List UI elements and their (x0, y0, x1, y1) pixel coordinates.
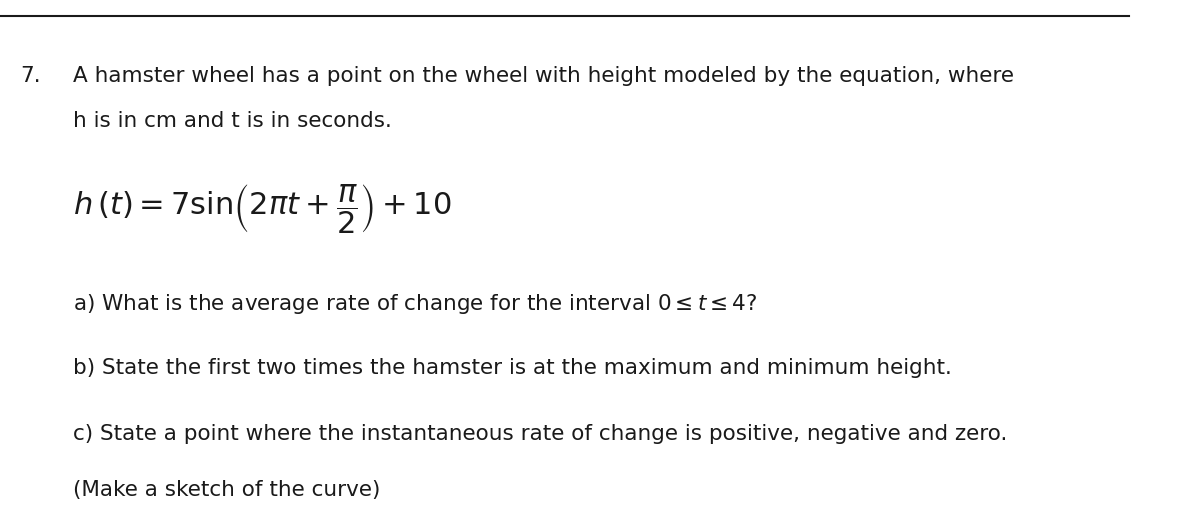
Text: $h\,(t) = 7\sin\!\left(2\pi t + \dfrac{\pi}{2}\right) + 10$: $h\,(t) = 7\sin\!\left(2\pi t + \dfrac{\… (73, 183, 452, 236)
Text: 7.: 7. (20, 66, 41, 86)
Text: A hamster wheel has a point on the wheel with height modeled by the equation, wh: A hamster wheel has a point on the wheel… (73, 66, 1014, 86)
Text: h is in cm and t is in seconds.: h is in cm and t is in seconds. (73, 111, 392, 131)
Text: b) State the first two times the hamster is at the maximum and minimum height.: b) State the first two times the hamster… (73, 358, 953, 378)
Text: a) What is the average rate of change for the interval $0 \leq t \leq 4$?: a) What is the average rate of change fo… (73, 292, 758, 315)
Text: (Make a sketch of the curve): (Make a sketch of the curve) (73, 480, 380, 500)
Text: c) State a point where the instantaneous rate of change is positive, negative an: c) State a point where the instantaneous… (73, 424, 1008, 444)
